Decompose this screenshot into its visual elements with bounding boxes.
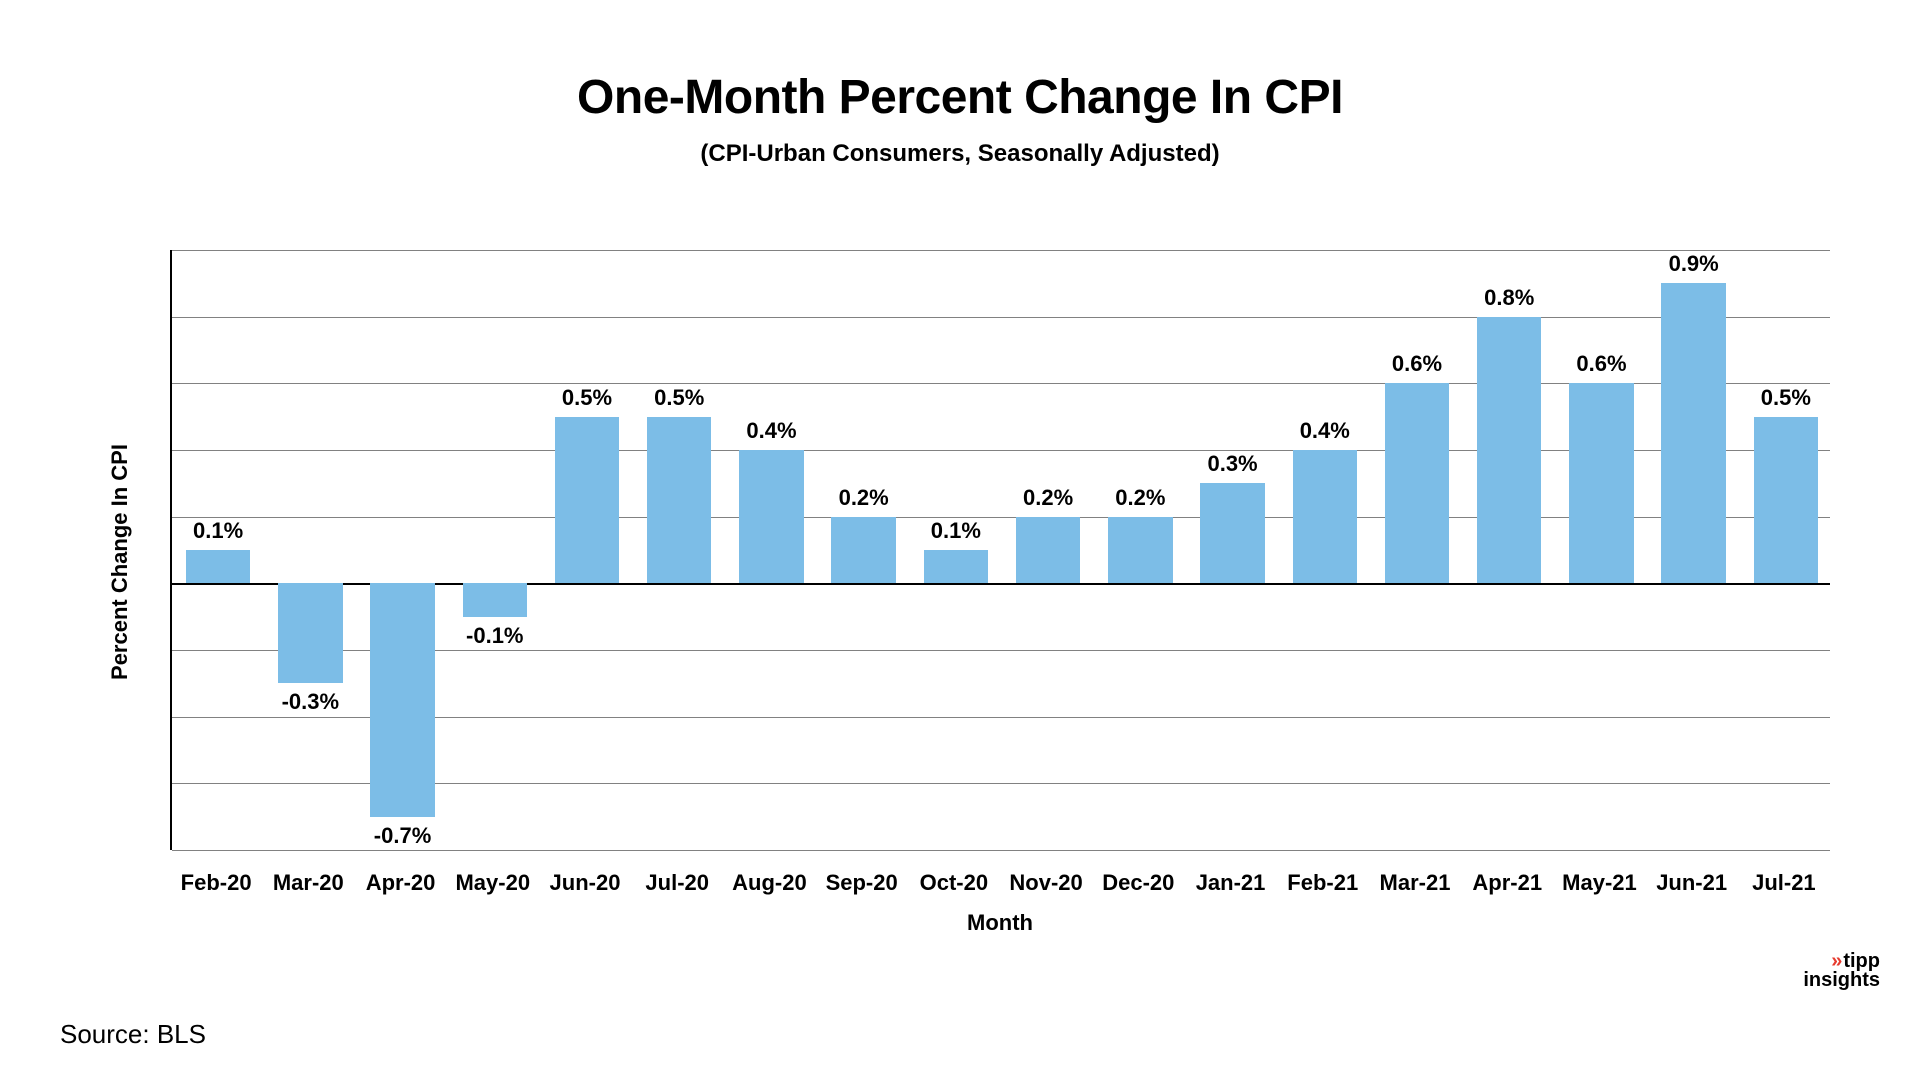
bar — [831, 517, 896, 584]
bar — [1754, 417, 1819, 584]
bar — [739, 450, 804, 583]
bar — [186, 550, 251, 583]
bar-value-label: -0.1% — [449, 623, 541, 649]
x-tick-label: May-20 — [447, 870, 539, 896]
bar-value-label: 0.6% — [1555, 351, 1647, 377]
bar-value-label: 0.2% — [818, 485, 910, 511]
bar — [1385, 383, 1450, 583]
gridline — [172, 317, 1830, 318]
bar-value-label: 0.8% — [1463, 285, 1555, 311]
x-tick-label: Nov-20 — [1000, 870, 1092, 896]
x-tick-label: Jul-20 — [631, 870, 723, 896]
x-tick-label: Aug-20 — [723, 870, 815, 896]
bar-value-label: 0.9% — [1648, 251, 1740, 277]
bar — [1661, 283, 1726, 583]
chart-title: One-Month Percent Change In CPI — [0, 70, 1920, 125]
x-tick-label: Oct-20 — [908, 870, 1000, 896]
bar-value-label: 0.3% — [1186, 451, 1278, 477]
x-tick-label: Jun-20 — [539, 870, 631, 896]
bar-value-label: -0.3% — [264, 689, 356, 715]
bar-value-label: 0.5% — [541, 385, 633, 411]
bar-value-label: 0.1% — [172, 518, 264, 544]
bar-value-label: -0.7% — [356, 823, 448, 849]
bar-value-label: 0.4% — [1279, 418, 1371, 444]
x-tick-label: May-21 — [1553, 870, 1645, 896]
x-tick-label: Jan-21 — [1184, 870, 1276, 896]
bar — [278, 583, 343, 683]
gridline — [172, 850, 1830, 851]
bar-value-label: 0.2% — [1094, 485, 1186, 511]
x-tick-label: Mar-21 — [1369, 870, 1461, 896]
x-tick-label: Jul-21 — [1738, 870, 1830, 896]
source-text: Source: BLS — [60, 1019, 206, 1050]
bar — [1293, 450, 1358, 583]
bar — [370, 583, 435, 816]
x-tick-label: Apr-21 — [1461, 870, 1553, 896]
x-tick-label: Mar-20 — [262, 870, 354, 896]
x-tick-label: Feb-21 — [1277, 870, 1369, 896]
logo-bottom: insights — [1803, 969, 1880, 991]
bar — [924, 550, 989, 583]
bar-value-label: 0.4% — [725, 418, 817, 444]
gridline — [172, 250, 1830, 251]
bar — [463, 583, 528, 616]
logo-tipp-insights: »tipp insights — [1803, 952, 1880, 990]
bar — [647, 417, 712, 584]
x-tick-label: Jun-21 — [1646, 870, 1738, 896]
chart-container: One-Month Percent Change In CPI (CPI-Urb… — [0, 0, 1920, 1080]
bar-value-label: 0.6% — [1371, 351, 1463, 377]
bar — [1108, 517, 1173, 584]
bar-value-label: 0.1% — [910, 518, 1002, 544]
bar — [555, 417, 620, 584]
bar — [1477, 317, 1542, 584]
chart-subtitle: (CPI-Urban Consumers, Seasonally Adjuste… — [0, 140, 1920, 168]
bar-value-label: 0.5% — [1740, 385, 1832, 411]
x-tick-label: Sep-20 — [816, 870, 908, 896]
x-tick-label: Feb-20 — [170, 870, 262, 896]
bar — [1200, 483, 1265, 583]
x-tick-label: Dec-20 — [1092, 870, 1184, 896]
bar — [1016, 517, 1081, 584]
chart-plot-area: 0.1%-0.3%-0.7%-0.1%0.5%0.5%0.4%0.2%0.1%0… — [170, 250, 1830, 850]
bar — [1569, 383, 1634, 583]
x-tick-label: Apr-20 — [354, 870, 446, 896]
bar-value-label: 0.5% — [633, 385, 725, 411]
y-axis-title: Percent Change In CPI — [107, 412, 133, 712]
x-axis-title: Month — [170, 910, 1830, 936]
bar-value-label: 0.2% — [1002, 485, 1094, 511]
